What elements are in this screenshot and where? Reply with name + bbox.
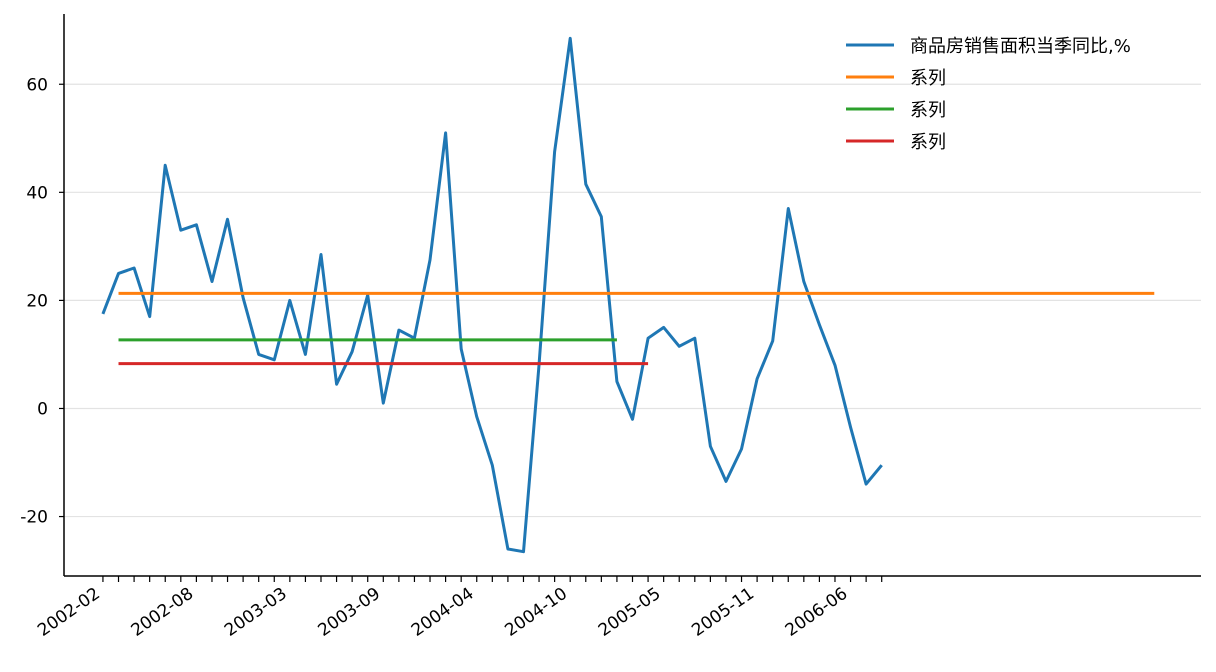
legend-label: 商品房销售面积当季同比,%	[910, 36, 1131, 57]
legend-label: 系列	[910, 100, 946, 121]
y-tick-label: 0	[37, 399, 48, 419]
x-tick-label: 2004-10	[501, 584, 571, 641]
y-tick-label: 20	[26, 291, 48, 311]
y-tick-label: -20	[20, 508, 48, 528]
plot-series	[101, 36, 1155, 554]
x-tick-label: 2005-11	[688, 584, 758, 641]
grid-lines	[64, 83, 1201, 518]
x-tick-label: 2006-06	[782, 584, 852, 641]
x-tick-label: 2003-09	[315, 584, 385, 641]
x-tick-label: 2003-03	[221, 584, 291, 641]
x-tick-label: 2004-04	[408, 584, 478, 641]
y-tick-label: 60	[26, 75, 48, 95]
x-tick-label: 2005-05	[595, 584, 665, 641]
series-line-0	[101, 36, 883, 554]
legend-label: 系列	[910, 132, 946, 153]
y-tick-label: 40	[26, 183, 48, 203]
x-tick-label: 2002-02	[34, 584, 104, 641]
legend-label: 系列	[910, 68, 946, 89]
x-tick-label: 2002-08	[128, 584, 198, 641]
